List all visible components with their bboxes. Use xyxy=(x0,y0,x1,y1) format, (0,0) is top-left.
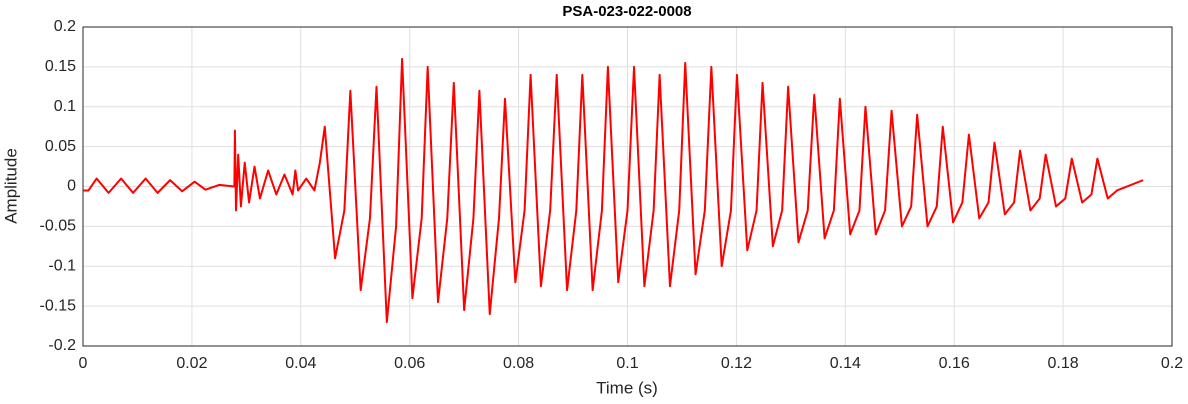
y-tick-label: -0.05 xyxy=(40,218,77,235)
y-tick-label: -0.1 xyxy=(48,257,76,274)
x-axis-label: Time (s) xyxy=(596,378,658,397)
x-tick-label: 0.08 xyxy=(503,355,534,372)
chart-title: PSA-023-022-0008 xyxy=(562,3,691,20)
x-tick-label: 0.2 xyxy=(1161,355,1183,372)
x-tick-label: 0.12 xyxy=(721,355,752,372)
x-tick-label: 0.16 xyxy=(939,355,970,372)
y-axis-label: Amplitude xyxy=(1,148,20,224)
y-tick-label: 0.15 xyxy=(45,58,76,75)
y-tick-label: 0 xyxy=(67,178,76,195)
y-tick-label: 0.05 xyxy=(45,138,76,155)
y-tick-label: 0.2 xyxy=(54,18,76,35)
x-tick-label: 0 xyxy=(79,355,88,372)
y-tick-label: -0.15 xyxy=(40,297,77,314)
x-tick-label: 0.06 xyxy=(394,355,425,372)
signal-line xyxy=(83,57,1144,324)
x-tick-label: 0.1 xyxy=(616,355,638,372)
x-tick-label: 0.04 xyxy=(285,355,316,372)
y-tick-label: 0.1 xyxy=(54,98,76,115)
plot-frame xyxy=(82,26,1173,347)
x-tick-label: 0.14 xyxy=(830,355,861,372)
x-tick-label: 0.02 xyxy=(176,355,207,372)
y-tick-label: -0.2 xyxy=(48,337,76,354)
x-tick-label: 0.18 xyxy=(1048,355,1079,372)
